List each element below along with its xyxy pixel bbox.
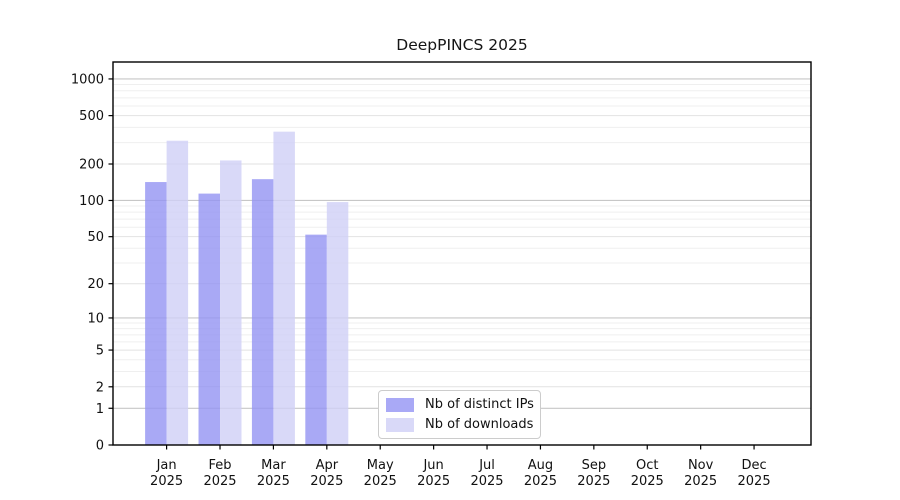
- x-tick-label-year: 2025: [150, 474, 183, 489]
- legend-swatch-distinct-ips: [386, 397, 414, 412]
- x-tick-label-month: Apr: [316, 458, 339, 473]
- y-tick-label: 5: [96, 344, 104, 359]
- x-tick-label-year: 2025: [738, 474, 771, 489]
- x-tick-label-year: 2025: [684, 474, 717, 489]
- bar-distinct-ips-feb: [198, 193, 221, 445]
- x-tick-label-month: Feb: [208, 458, 231, 473]
- plot-frame: [112, 61, 812, 446]
- x-tick-label-month: Dec: [741, 458, 766, 473]
- bar-downloads-mar: [273, 131, 295, 445]
- legend-item-downloads: Nb of downloads: [386, 417, 534, 432]
- x-tick-label-year: 2025: [470, 474, 503, 489]
- y-tick-label: 0: [96, 439, 104, 454]
- legend-item-distinct-ips: Nb of distinct IPs: [386, 397, 534, 412]
- bar-downloads-feb: [220, 160, 242, 445]
- x-tick-label-month: Aug: [528, 458, 553, 473]
- x-tick-label-year: 2025: [310, 474, 343, 489]
- x-tick-label-year: 2025: [631, 474, 664, 489]
- y-tick-label: 10: [87, 311, 104, 326]
- y-tick-label: 500: [79, 109, 104, 124]
- legend-label-distinct-ips: Nb of distinct IPs: [425, 397, 534, 412]
- bar-distinct-ips-apr: [305, 234, 327, 445]
- x-tick-label-year: 2025: [577, 474, 610, 489]
- y-tick-label: 1000: [71, 72, 104, 87]
- x-tick-label-month: Oct: [636, 458, 658, 473]
- bar-downloads-apr: [326, 202, 349, 445]
- x-tick-label-year: 2025: [257, 474, 290, 489]
- y-tick-label: 20: [87, 277, 104, 292]
- legend-box: Nb of distinct IPs Nb of downloads: [378, 390, 541, 439]
- bar-distinct-ips-mar: [251, 179, 274, 446]
- bar-downloads-jan: [166, 140, 189, 445]
- x-tick-label-month: May: [367, 458, 394, 473]
- y-tick-label: 100: [79, 194, 104, 209]
- y-tick-label: 50: [87, 230, 104, 245]
- bar-distinct-ips-jan: [145, 182, 167, 445]
- x-tick-label-year: 2025: [364, 474, 397, 489]
- x-tick-label-month: Nov: [688, 458, 714, 473]
- legend-label-downloads: Nb of downloads: [425, 417, 534, 432]
- chart-title: DeepPINCS 2025: [396, 36, 528, 54]
- x-tick-label-month: Jun: [422, 458, 443, 473]
- y-tick-label: 200: [79, 158, 104, 173]
- legend-swatch-downloads: [386, 417, 414, 432]
- y-tick-label: 2: [96, 380, 104, 395]
- x-tick-label-year: 2025: [203, 474, 236, 489]
- x-tick-label-year: 2025: [417, 474, 450, 489]
- x-tick-label-year: 2025: [524, 474, 557, 489]
- y-tick-label: 1: [96, 402, 104, 417]
- x-tick-label-month: Jul: [478, 458, 495, 473]
- x-tick-label-month: Jan: [156, 458, 177, 473]
- x-tick-label-month: Sep: [582, 458, 607, 473]
- x-tick-label-month: Mar: [261, 458, 286, 473]
